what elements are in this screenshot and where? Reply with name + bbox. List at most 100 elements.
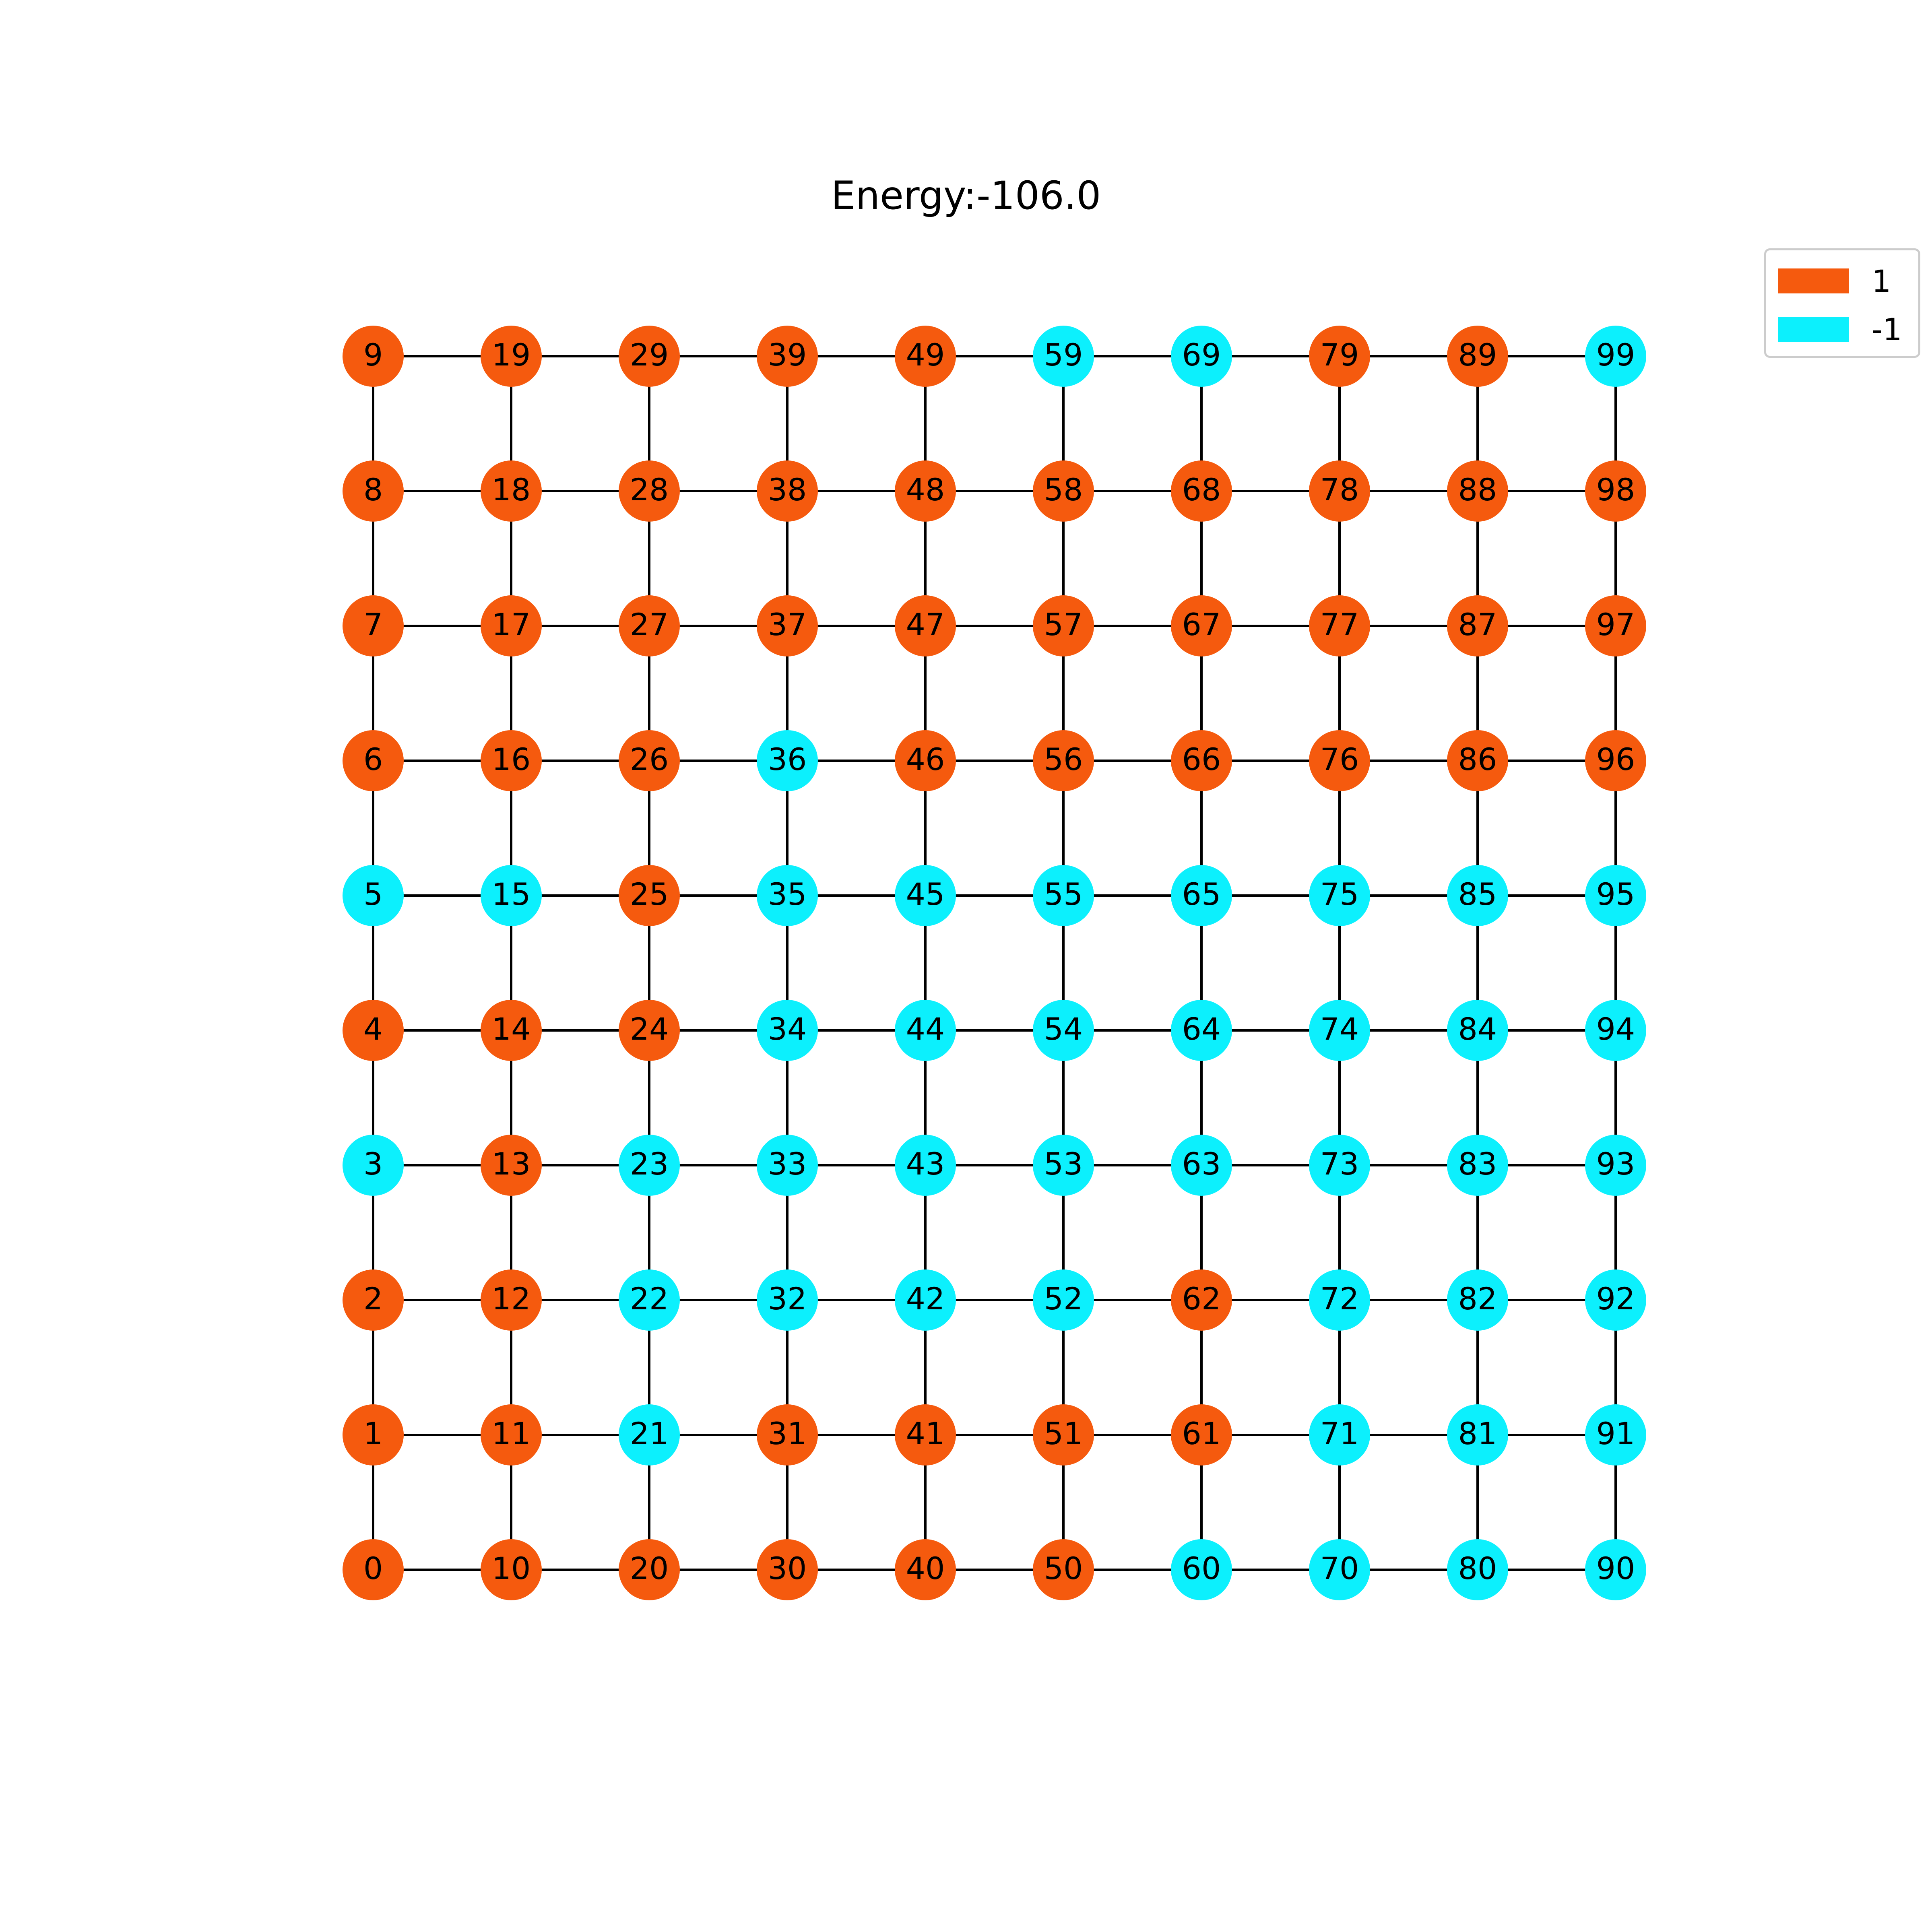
node-circle-66 [1171, 730, 1232, 791]
node-27: 27 [619, 595, 680, 656]
node-circle-14 [481, 1000, 542, 1061]
node-label-7: 7 [363, 607, 383, 642]
legend-swatch-minus-one [1778, 317, 1849, 342]
node-94: 94 [1585, 1000, 1646, 1061]
node-70: 70 [1309, 1539, 1370, 1600]
node-circle-28 [619, 460, 680, 522]
node-33: 33 [757, 1135, 818, 1196]
node-circle-64 [1171, 1000, 1232, 1061]
node-circle-83 [1447, 1135, 1508, 1196]
legend: 1 -1 [1764, 248, 1920, 358]
node-label-10: 10 [492, 1550, 531, 1586]
node-label-20: 20 [630, 1550, 669, 1586]
node-34: 34 [757, 1000, 818, 1061]
node-circle-35 [757, 865, 818, 926]
node-label-72: 72 [1320, 1281, 1359, 1317]
node-95: 95 [1585, 865, 1646, 926]
node-42: 42 [895, 1269, 956, 1331]
node-92: 92 [1585, 1269, 1646, 1331]
node-label-1: 1 [363, 1416, 383, 1451]
node-label-24: 24 [630, 1011, 669, 1047]
node-17: 17 [481, 595, 542, 656]
node-circle-33 [757, 1135, 818, 1196]
node-14: 14 [481, 1000, 542, 1061]
node-36: 36 [757, 730, 818, 791]
node-circle-4 [343, 1000, 404, 1061]
node-circle-58 [1033, 460, 1094, 522]
node-circle-11 [481, 1404, 542, 1466]
node-circle-61 [1171, 1404, 1232, 1466]
node-circle-69 [1171, 326, 1232, 387]
node-label-0: 0 [363, 1550, 383, 1586]
node-circle-36 [757, 730, 818, 791]
node-87: 87 [1447, 595, 1508, 656]
node-circle-49 [895, 326, 956, 387]
node-circle-59 [1033, 326, 1094, 387]
node-1: 1 [343, 1404, 404, 1466]
node-circle-0 [343, 1539, 404, 1600]
node-91: 91 [1585, 1404, 1646, 1466]
legend-swatch-plus-one [1778, 268, 1849, 293]
node-0: 0 [343, 1539, 404, 1600]
node-label-60: 60 [1182, 1550, 1221, 1586]
node-circle-86 [1447, 730, 1508, 791]
node-label-26: 26 [630, 741, 669, 777]
node-80: 80 [1447, 1539, 1508, 1600]
node-label-87: 87 [1458, 607, 1497, 642]
node-circle-70 [1309, 1539, 1370, 1600]
node-label-47: 47 [906, 607, 945, 642]
node-label-15: 15 [492, 876, 531, 912]
node-circle-72 [1309, 1269, 1370, 1331]
node-label-46: 46 [906, 741, 945, 777]
node-circle-52 [1033, 1269, 1094, 1331]
node-19: 19 [481, 326, 542, 387]
node-circle-68 [1171, 460, 1232, 522]
node-label-8: 8 [363, 472, 383, 508]
node-label-53: 53 [1044, 1146, 1083, 1182]
node-label-74: 74 [1320, 1011, 1359, 1047]
node-93: 93 [1585, 1135, 1646, 1196]
node-circle-5 [343, 865, 404, 926]
node-21: 21 [619, 1404, 680, 1466]
node-circle-7 [343, 595, 404, 656]
node-circle-62 [1171, 1269, 1232, 1331]
node-label-91: 91 [1596, 1416, 1635, 1451]
node-label-32: 32 [768, 1281, 807, 1317]
node-40: 40 [895, 1539, 956, 1600]
node-circle-24 [619, 1000, 680, 1061]
node-66: 66 [1171, 730, 1232, 791]
node-72: 72 [1309, 1269, 1370, 1331]
node-label-51: 51 [1044, 1416, 1083, 1451]
node-13: 13 [481, 1135, 542, 1196]
node-circle-93 [1585, 1135, 1646, 1196]
node-circle-84 [1447, 1000, 1508, 1061]
node-23: 23 [619, 1135, 680, 1196]
node-label-37: 37 [768, 607, 807, 642]
node-label-43: 43 [906, 1146, 945, 1182]
node-77: 77 [1309, 595, 1370, 656]
node-76: 76 [1309, 730, 1370, 791]
node-circle-23 [619, 1135, 680, 1196]
node-circle-76 [1309, 730, 1370, 791]
node-circle-27 [619, 595, 680, 656]
node-label-85: 85 [1458, 876, 1497, 912]
node-label-23: 23 [630, 1146, 669, 1182]
node-label-79: 79 [1320, 337, 1359, 373]
node-circle-67 [1171, 595, 1232, 656]
node-label-22: 22 [630, 1281, 669, 1317]
node-circle-2 [343, 1269, 404, 1331]
node-circle-98 [1585, 460, 1646, 522]
node-circle-99 [1585, 326, 1646, 387]
node-45: 45 [895, 865, 956, 926]
node-78: 78 [1309, 460, 1370, 522]
node-label-52: 52 [1044, 1281, 1083, 1317]
node-label-77: 77 [1320, 607, 1359, 642]
node-label-38: 38 [768, 472, 807, 508]
node-circle-80 [1447, 1539, 1508, 1600]
node-label-34: 34 [768, 1011, 807, 1047]
node-circle-31 [757, 1404, 818, 1466]
node-label-30: 30 [768, 1550, 807, 1586]
node-circle-29 [619, 326, 680, 387]
